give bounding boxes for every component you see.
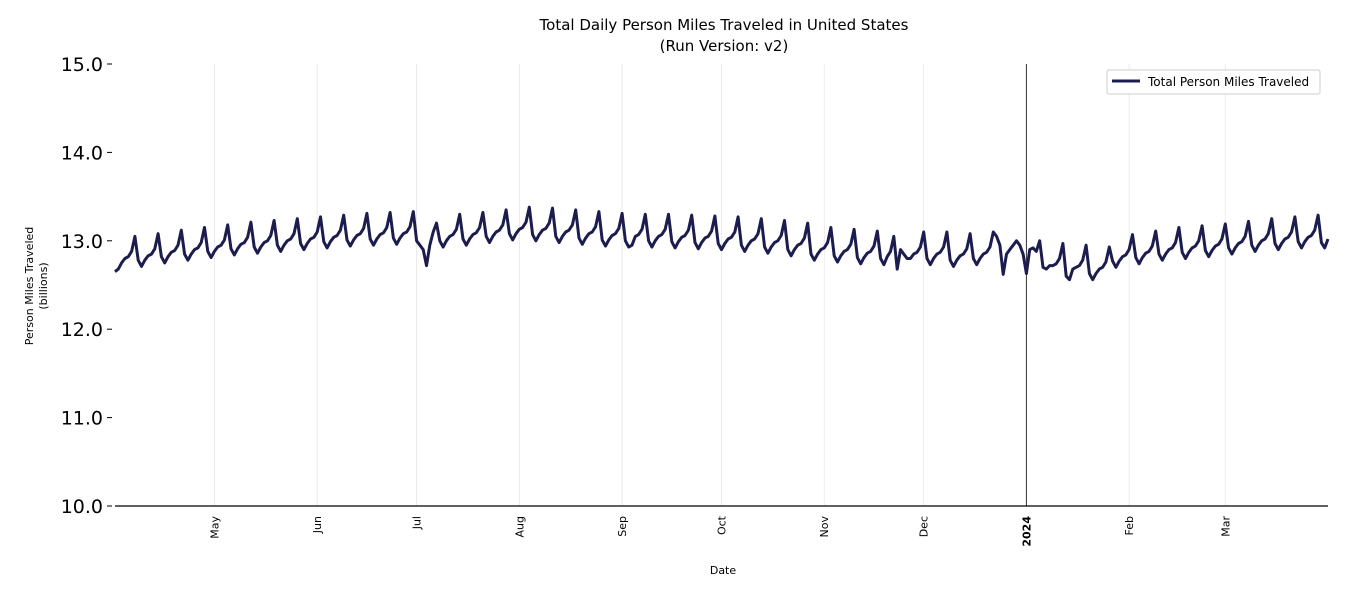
- x-tick-label: Nov: [818, 516, 831, 538]
- y-tick-label: 11.0: [61, 408, 103, 430]
- chart-subtitle: (Run Version: v2): [660, 37, 789, 55]
- x-axis: May Jun Jul Aug Sep Oct Nov Dec 2024 Feb Mar: [208, 515, 1232, 546]
- x-tick-label: Mar: [1219, 516, 1232, 537]
- x-tick-label: Feb: [1123, 516, 1136, 535]
- x-axis-label: Date: [710, 564, 737, 577]
- grid-lines: [214, 64, 1226, 506]
- series-line-total-person-miles: [114, 205, 1330, 282]
- legend-box: [1106, 69, 1321, 95]
- x-tick-label: Jul: [411, 516, 424, 530]
- legend-label: Total Person Miles Traveled: [1147, 75, 1309, 89]
- x-tick-label: Oct: [716, 515, 729, 535]
- x-tick-label: Aug: [513, 516, 526, 537]
- x-tick-label: Dec: [918, 516, 931, 537]
- x-tick-label: Jun: [311, 516, 324, 534]
- legend: Total Person Miles Traveled: [1106, 69, 1321, 95]
- y-axis: 10.0 11.0 12.0 13.0 14.0 15.0: [61, 54, 112, 518]
- x-tick-label: Sep: [616, 516, 629, 537]
- y-tick-label: 14.0: [61, 142, 103, 164]
- y-tick-label: 12.0: [61, 319, 103, 341]
- chart-title: Total Daily Person Miles Traveled in Uni…: [539, 16, 909, 34]
- y-axis-label: Person Miles Traveled: [23, 227, 36, 346]
- y-axis-label-unit: (billions): [37, 262, 50, 309]
- y-tick-label: 15.0: [61, 54, 103, 76]
- x-tick-label: May: [208, 516, 221, 539]
- y-tick-label: 10.0: [61, 496, 103, 518]
- x-tick-label: 2024: [1020, 516, 1033, 547]
- y-tick-label: 13.0: [61, 231, 103, 253]
